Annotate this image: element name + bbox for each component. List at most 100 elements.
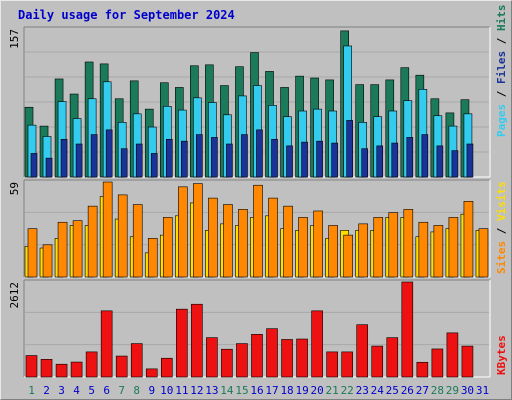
bar-kbytes-day-23 (356, 324, 369, 378)
bar-pages-day-28 (436, 145, 444, 178)
bar-sites-day-5 (87, 205, 98, 278)
legend-separator: / (495, 221, 508, 241)
x-tick-label: 21 (326, 384, 339, 397)
y-axis-max-label-2: 59 (8, 182, 21, 195)
legend-bottom: KBytes (495, 335, 508, 375)
bar-kbytes-day-20 (311, 310, 323, 378)
x-tick-label: 9 (148, 384, 155, 397)
bar-pages-day-26 (406, 137, 414, 178)
bar-pages-day-2 (45, 157, 53, 178)
bar-sites-day-10 (162, 217, 173, 278)
bar-kbytes-day-14 (221, 348, 233, 378)
bar-pages-day-12 (196, 134, 203, 178)
legend-separator: / (495, 31, 508, 51)
x-tick-label: 6 (103, 384, 110, 397)
bar-sites-day-14 (223, 204, 233, 278)
x-tick-label: 23 (356, 384, 369, 397)
x-tick-label: 8 (133, 384, 140, 397)
bar-kbytes-day-7 (115, 355, 128, 378)
bar-sites-day-8 (132, 204, 143, 278)
bar-kbytes-day-25 (386, 337, 399, 378)
bar-kbytes-day-15 (236, 343, 248, 378)
bar-sites-day-30 (463, 201, 474, 278)
bar-sites-day-26 (403, 209, 414, 278)
x-tick-label: 15 (235, 384, 248, 397)
x-tick-label: 12 (190, 384, 203, 397)
legend-separator: / (495, 84, 508, 104)
legend-pages: Pages (495, 104, 508, 137)
bar-sites-day-27 (418, 221, 429, 278)
y-axis-max-label-1: 157 (8, 29, 21, 49)
bar-kbytes-day-5 (85, 351, 98, 378)
bar-pages-day-20 (316, 140, 323, 178)
bar-pages-day-18 (286, 145, 293, 178)
bar-kbytes-day-1 (25, 355, 38, 378)
x-tick-label: 5 (88, 384, 95, 397)
bar-sites-day-16 (253, 184, 263, 278)
bar-pages-day-27 (421, 134, 429, 178)
bar-pages-day-5 (90, 134, 98, 178)
x-tick-label: 24 (371, 384, 385, 397)
bar-sites-day-17 (268, 197, 278, 278)
bar-pages-day-10 (165, 138, 173, 178)
x-tick-label: 29 (446, 384, 459, 397)
legend-hits: Hits (495, 5, 508, 32)
bar-pages-day-17 (271, 138, 278, 178)
x-tick-label: 31 (476, 384, 489, 397)
bar-kbytes-day-21 (326, 351, 338, 378)
bar-kbytes-day-27 (416, 361, 429, 378)
bar-pages-day-13 (211, 137, 218, 178)
bar-kbytes-day-22 (341, 351, 353, 378)
bar-sites-day-19 (298, 217, 308, 278)
bar-sites-day-25 (388, 212, 399, 278)
bar-sites-day-6 (102, 181, 113, 278)
x-tick-label: 22 (341, 384, 354, 397)
x-tick-label: 26 (401, 384, 414, 397)
bar-pages-day-21 (331, 142, 338, 178)
y-axis-max-label-3: 2612 (8, 282, 21, 309)
bar-kbytes-day-6 (100, 310, 113, 378)
bar-sites-day-7 (117, 194, 128, 278)
bar-kbytes-day-9 (145, 368, 158, 378)
bar-sites-day-23 (358, 223, 369, 278)
bar-pages-day-22 (346, 120, 353, 178)
bar-kbytes-day-16 (251, 334, 263, 378)
bar-kbytes-day-11 (176, 308, 188, 378)
x-tick-label: 3 (58, 384, 65, 397)
bar-kbytes-day-8 (130, 343, 143, 378)
bar-pages-day-23 (361, 148, 369, 178)
bar-pages-day-14 (226, 143, 233, 178)
bar-pages-day-30 (466, 143, 474, 178)
bar-kbytes-day-24 (371, 345, 384, 378)
bar-sites-day-4 (72, 220, 83, 278)
bar-pages-day-8 (135, 143, 143, 178)
bar-pages-day-7 (120, 148, 128, 178)
chart-title: Daily usage for September 2024 (18, 8, 235, 22)
bar-sites-day-24 (373, 217, 384, 278)
x-tick-label: 16 (250, 384, 263, 397)
x-tick-label: 17 (265, 384, 278, 397)
bar-kbytes-day-2 (40, 359, 53, 378)
bar-kbytes-day-26 (401, 281, 414, 378)
bar-kbytes-day-18 (281, 339, 293, 378)
legend-files: Files (495, 51, 508, 84)
bar-kbytes-day-12 (191, 303, 203, 378)
bar-sites-day-18 (283, 205, 293, 278)
bar-kbytes-day-10 (160, 357, 173, 378)
legend-sites: Sites (495, 241, 508, 274)
bar-kbytes-day-13 (206, 337, 218, 378)
bar-sites-day-2 (42, 244, 53, 278)
bar-pages-day-1 (30, 153, 38, 178)
x-tick-label: 20 (311, 384, 324, 397)
x-tick-label: 13 (205, 384, 218, 397)
bar-sites-day-12 (193, 183, 203, 278)
bar-sites-day-13 (208, 197, 218, 278)
bar-kbytes-day-3 (55, 363, 68, 378)
bar-pages-day-11 (181, 140, 188, 178)
bar-pages-day-9 (150, 153, 158, 178)
bar-sites-day-20 (313, 210, 323, 278)
bar-kbytes-day-4 (70, 361, 83, 378)
x-tick-label: 25 (386, 384, 399, 397)
bar-sites-day-31 (478, 228, 489, 278)
